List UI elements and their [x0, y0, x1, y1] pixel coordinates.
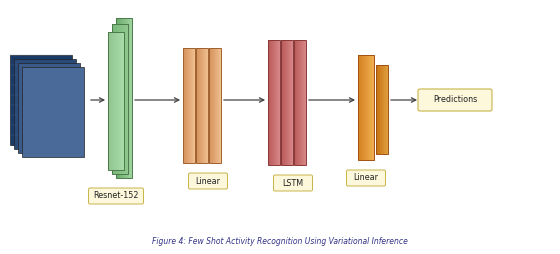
Bar	[209, 48, 221, 163]
FancyBboxPatch shape	[88, 188, 143, 204]
Text: Figure 4: Few Shot Activity Recognition Using Variational Inference: Figure 4: Few Shot Activity Recognition …	[152, 237, 408, 246]
Bar	[10, 55, 72, 145]
Bar	[183, 48, 195, 163]
Bar	[196, 48, 208, 163]
Text: Linear: Linear	[353, 173, 379, 183]
Bar	[376, 65, 388, 154]
Ellipse shape	[40, 82, 48, 91]
Bar	[112, 24, 128, 174]
Bar	[268, 40, 280, 165]
FancyBboxPatch shape	[189, 173, 227, 189]
FancyBboxPatch shape	[418, 89, 492, 111]
Text: Linear: Linear	[195, 177, 221, 185]
FancyBboxPatch shape	[273, 175, 312, 191]
FancyBboxPatch shape	[347, 170, 385, 186]
Bar	[116, 18, 132, 178]
Bar	[108, 32, 124, 170]
Bar	[358, 55, 374, 160]
Bar	[281, 40, 293, 165]
Bar	[14, 59, 76, 149]
Text: LSTM: LSTM	[282, 179, 304, 187]
Bar	[294, 40, 306, 165]
Text: Resnet-152: Resnet-152	[94, 192, 139, 200]
Bar	[22, 67, 84, 157]
Text: Predictions: Predictions	[433, 96, 477, 104]
Bar	[18, 63, 80, 153]
